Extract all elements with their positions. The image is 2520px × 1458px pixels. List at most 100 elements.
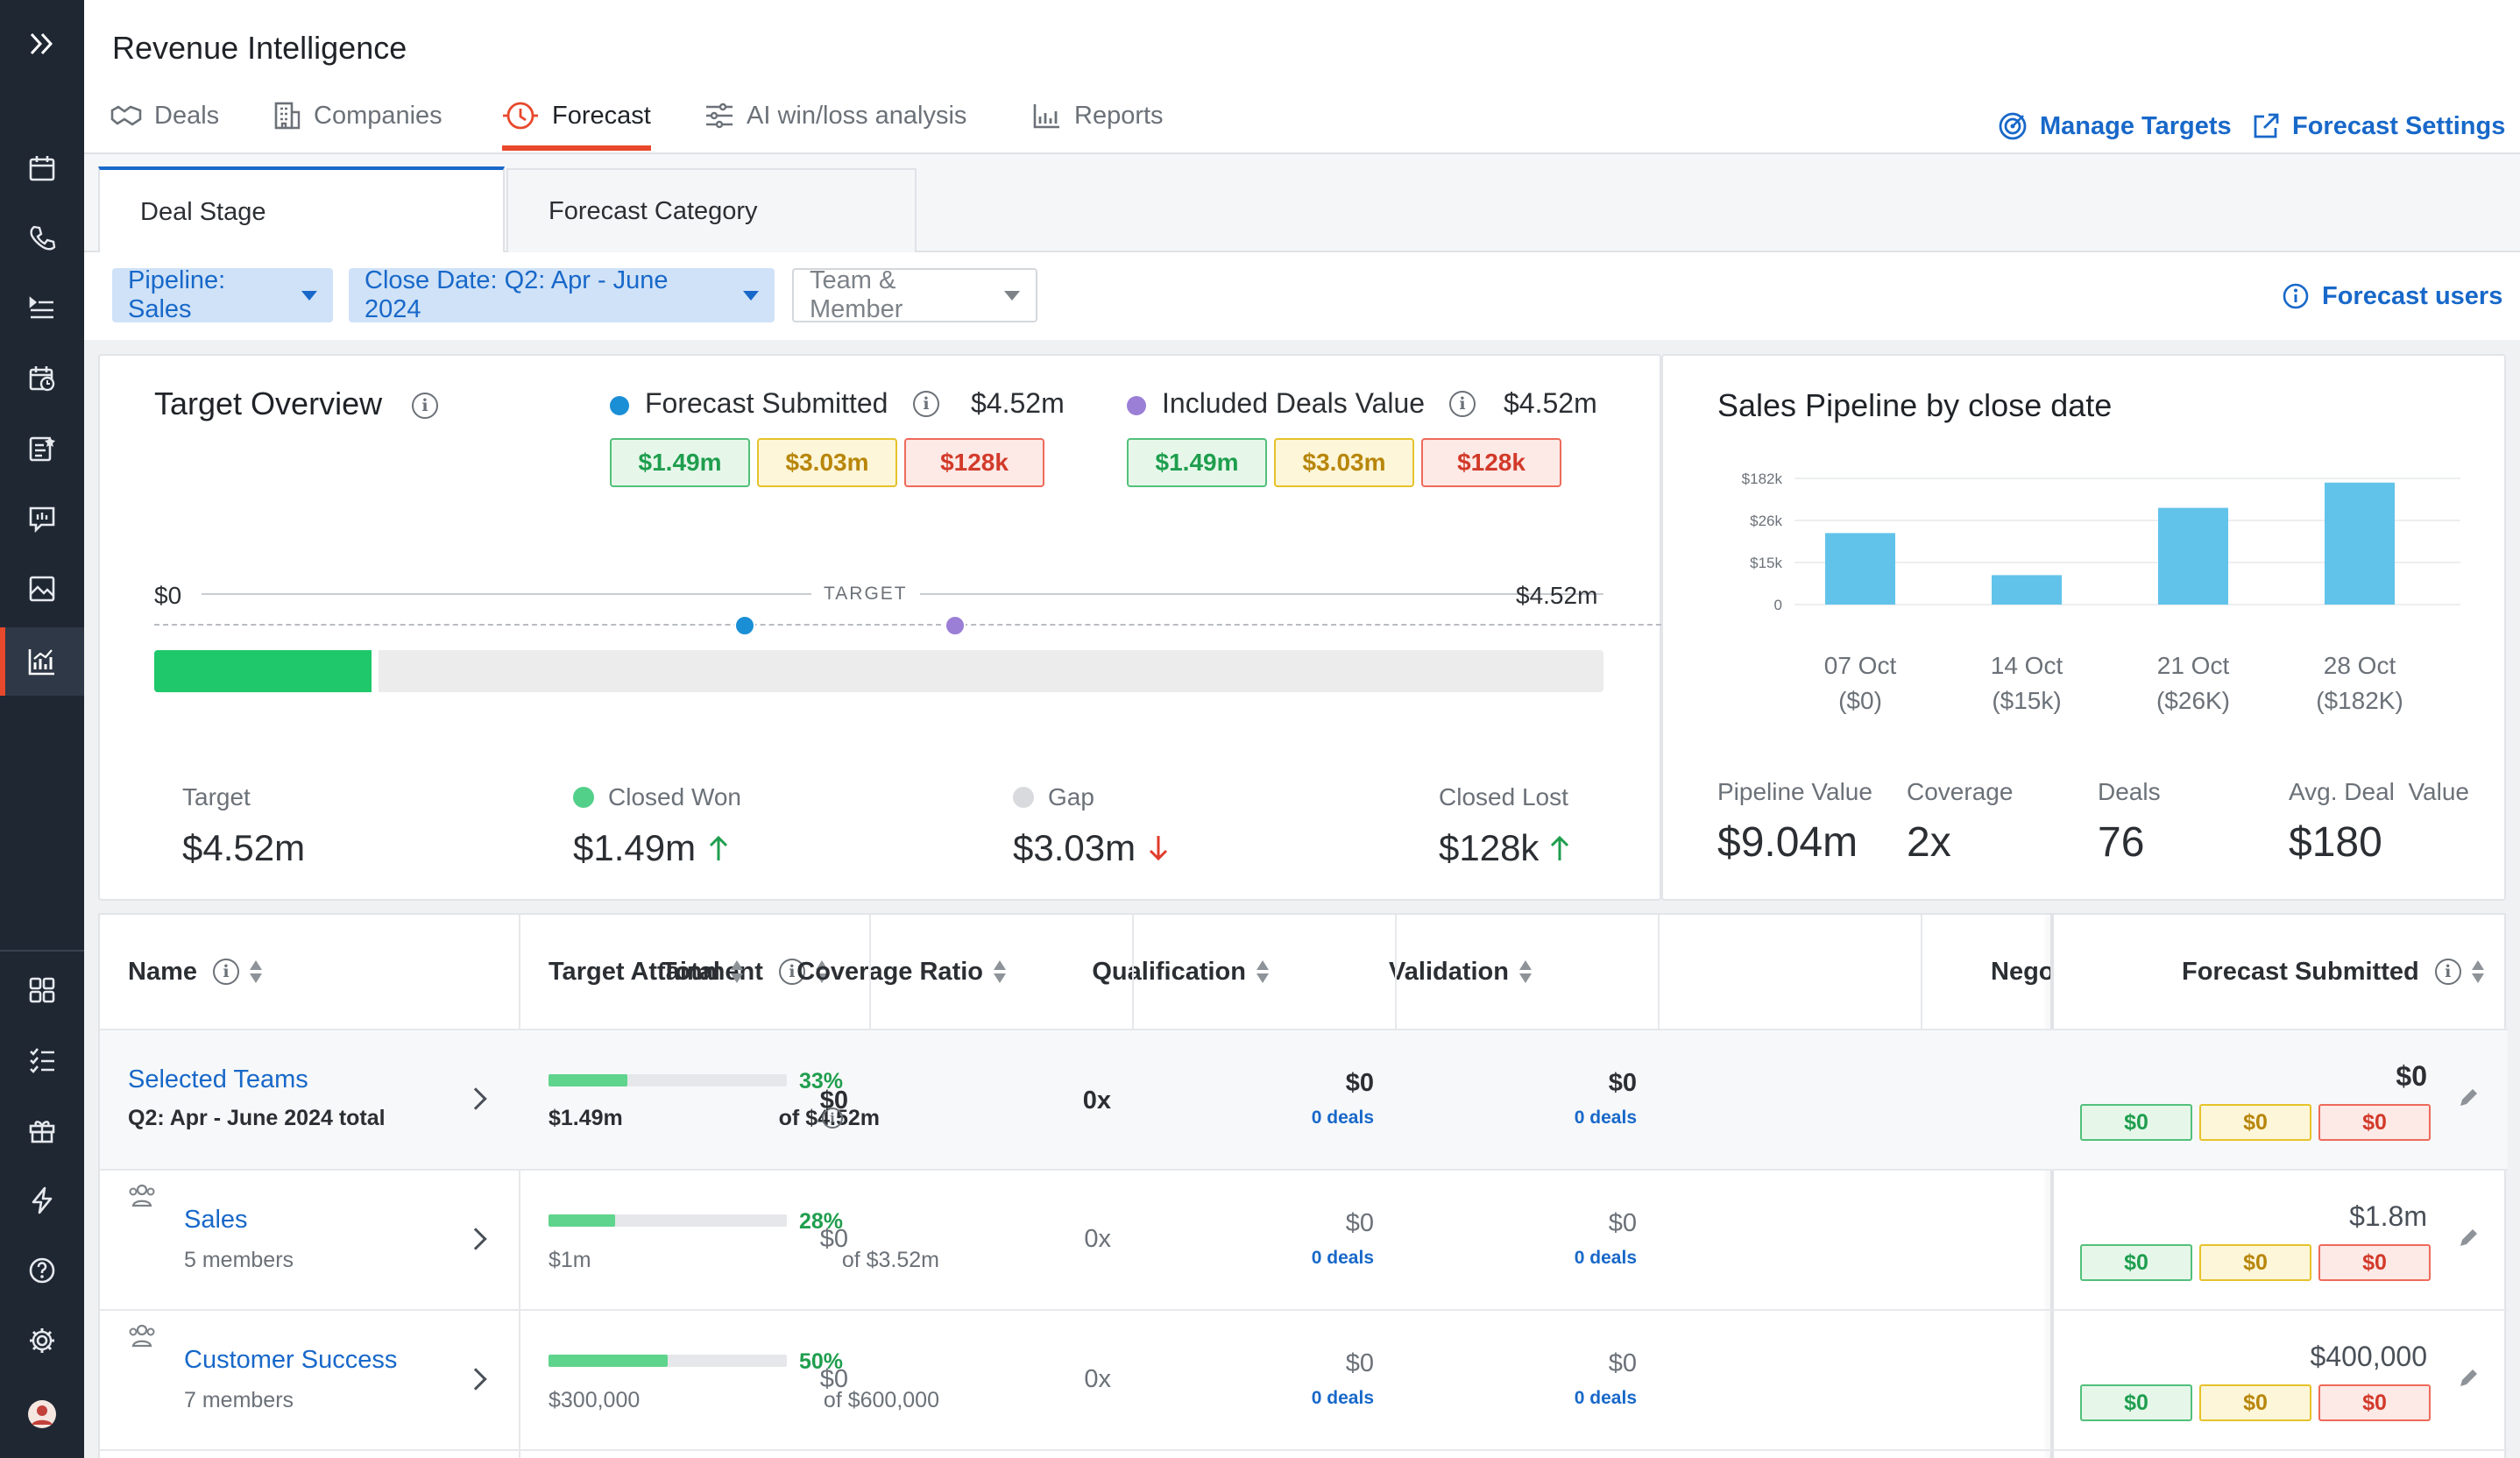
qualification-cell: $0 bbox=[1345, 1069, 1374, 1097]
edit-pencil-icon[interactable] bbox=[2457, 1367, 2480, 1390]
forecast-settings-link[interactable]: Forecast Settings bbox=[2252, 109, 2505, 144]
calendar-clock-icon[interactable] bbox=[23, 359, 61, 398]
chart-y-tick-label: $182k bbox=[1742, 471, 1783, 487]
forecast-submitted-cell: $1.8m bbox=[2349, 1200, 2427, 1232]
subtab-forecast-category[interactable]: Forecast Category bbox=[506, 168, 917, 252]
qualification-deals-link[interactable]: 0 deals bbox=[1311, 1388, 1374, 1408]
manage-targets-link[interactable]: Manage Targets bbox=[1998, 109, 2232, 144]
tab-forecast[interactable]: Forecast bbox=[501, 98, 651, 133]
scale-target-label: TARGET bbox=[811, 584, 920, 605]
image-chart-icon[interactable] bbox=[23, 570, 61, 608]
chart-category-label: 28 Oct bbox=[2323, 652, 2396, 679]
col-header-total[interactable]: Total bbox=[662, 915, 743, 1029]
col-header-name-label: Name bbox=[128, 957, 197, 986]
col-header-qualification[interactable]: Qualification bbox=[1092, 915, 1269, 1029]
sort-icon[interactable] bbox=[1519, 959, 1532, 985]
forecast-open-pill: $0 bbox=[2199, 1104, 2311, 1141]
chart-x-tick-label: 14 Oct ($15k) bbox=[1939, 648, 2114, 718]
forecast-submitted-cell: $0 bbox=[2396, 1060, 2427, 1092]
row-name-link[interactable]: Selected Teams bbox=[128, 1065, 308, 1094]
forecast-marker bbox=[734, 615, 755, 636]
close-date-filter[interactable]: Close Date: Q2: Apr - June 2024 bbox=[349, 266, 775, 323]
included-deals-marker bbox=[945, 615, 966, 636]
sort-icon[interactable] bbox=[1256, 959, 1269, 985]
validation-deals-link[interactable]: 0 deals bbox=[1574, 1108, 1637, 1128]
info-icon[interactable]: i bbox=[213, 959, 239, 985]
qualification-deals-link[interactable]: 0 deals bbox=[1311, 1248, 1374, 1268]
manage-targets-label: Manage Targets bbox=[2040, 111, 2232, 140]
attainment-percent: 33% bbox=[799, 1069, 844, 1094]
sort-icon[interactable] bbox=[250, 959, 262, 985]
help-icon[interactable] bbox=[23, 1251, 61, 1290]
validation-cell: $0 bbox=[1608, 1209, 1637, 1237]
tab-ai-win-loss-label: AI win/loss analysis bbox=[747, 101, 967, 130]
col-header-target-attainment[interactable]: Target Attainment i bbox=[549, 915, 828, 1029]
row-name-link[interactable]: Sales bbox=[184, 1206, 248, 1234]
forecast-lost-pill: $0 bbox=[2318, 1384, 2431, 1421]
apps-grid-icon[interactable] bbox=[23, 971, 61, 1009]
validation-deals-link[interactable]: 0 deals bbox=[1574, 1248, 1637, 1268]
sort-icon[interactable] bbox=[2471, 959, 2484, 985]
forecast-users-link[interactable]: Forecast users bbox=[2282, 279, 2502, 314]
coverage-value: 2x bbox=[1907, 819, 1951, 866]
gift-icon[interactable] bbox=[23, 1111, 61, 1150]
calendar-icon[interactable] bbox=[23, 149, 61, 188]
app-title: Revenue Intelligence bbox=[112, 30, 407, 66]
col-header-forecast-submitted[interactable]: Forecast Submitted i bbox=[2182, 915, 2484, 1029]
chart-bar[interactable] bbox=[1992, 575, 2062, 605]
subtab-deal-stage[interactable]: Deal Stage bbox=[98, 166, 505, 254]
coverage-cell: 0x bbox=[1084, 1225, 1111, 1253]
edit-pencil-icon[interactable] bbox=[2457, 1227, 2480, 1249]
sort-icon[interactable] bbox=[815, 959, 828, 985]
attainment-percent: 28% bbox=[799, 1209, 844, 1234]
col-header-target-attainment-label: Target Attainment bbox=[549, 957, 763, 986]
sort-icon[interactable] bbox=[994, 959, 1006, 985]
chat-icon[interactable] bbox=[23, 499, 61, 538]
sticky-column-divider bbox=[2050, 915, 2054, 1458]
info-icon[interactable]: i bbox=[822, 1108, 843, 1129]
info-icon[interactable]: i bbox=[1449, 391, 1476, 417]
col-header-negotiation[interactable]: Nego bbox=[1991, 915, 2055, 1029]
user-avatar[interactable] bbox=[23, 1395, 61, 1433]
tab-reports[interactable]: Reports bbox=[1032, 98, 1164, 133]
team-member-filter[interactable]: Team & Member bbox=[792, 266, 1037, 323]
chart-bar[interactable] bbox=[2325, 482, 2395, 605]
pipeline-filter[interactable]: Pipeline: Sales bbox=[112, 266, 333, 323]
list-icon[interactable] bbox=[23, 289, 61, 328]
tab-companies[interactable]: Companies bbox=[273, 98, 442, 133]
revenue-analytics-icon[interactable] bbox=[23, 642, 61, 681]
qualification-cell: $0 bbox=[1345, 1209, 1374, 1237]
expand-sidebar-icon[interactable] bbox=[23, 25, 61, 63]
tab-deals[interactable]: Deals bbox=[110, 98, 219, 133]
col-header-name[interactable]: Name i bbox=[128, 915, 262, 1029]
notes-star-icon[interactable] bbox=[23, 429, 61, 468]
info-icon[interactable]: i bbox=[2434, 959, 2461, 985]
chevron-right-icon[interactable] bbox=[464, 1228, 487, 1250]
info-icon[interactable]: i bbox=[778, 959, 805, 985]
forecast-submitted-open-pill: $3.03m bbox=[757, 438, 897, 487]
settings-gear-icon[interactable] bbox=[23, 1321, 61, 1360]
col-header-coverage-ratio[interactable]: Coverage Ratio bbox=[796, 915, 1006, 1029]
attainment-bar bbox=[549, 1074, 787, 1086]
chart-bar[interactable] bbox=[2158, 507, 2228, 605]
forecast-submitted-value: $4.52m bbox=[971, 387, 1065, 419]
row-name-link[interactable]: Customer Success bbox=[184, 1346, 398, 1374]
info-icon[interactable]: i bbox=[412, 393, 438, 419]
lightning-icon[interactable] bbox=[23, 1181, 61, 1220]
col-divider bbox=[1395, 915, 1397, 1029]
col-header-validation[interactable]: Validation bbox=[1389, 915, 1532, 1029]
gap-dot bbox=[1013, 787, 1034, 808]
sort-icon[interactable] bbox=[731, 959, 743, 985]
chevron-right-icon[interactable] bbox=[464, 1368, 487, 1391]
target-overview-title: Target Overview bbox=[154, 386, 383, 421]
attainment-percent: 50% bbox=[799, 1349, 844, 1374]
info-icon[interactable]: i bbox=[913, 391, 939, 417]
qualification-deals-link[interactable]: 0 deals bbox=[1311, 1108, 1374, 1128]
edit-pencil-icon[interactable] bbox=[2457, 1086, 2480, 1109]
chart-bar[interactable] bbox=[1825, 533, 1895, 605]
tab-ai-win-loss[interactable]: AI win/loss analysis bbox=[704, 98, 966, 133]
checklist-icon[interactable] bbox=[23, 1041, 61, 1079]
validation-deals-link[interactable]: 0 deals bbox=[1574, 1388, 1637, 1408]
phone-icon[interactable] bbox=[23, 219, 61, 258]
forecast-submitted-lost-pill: $128k bbox=[904, 438, 1044, 487]
